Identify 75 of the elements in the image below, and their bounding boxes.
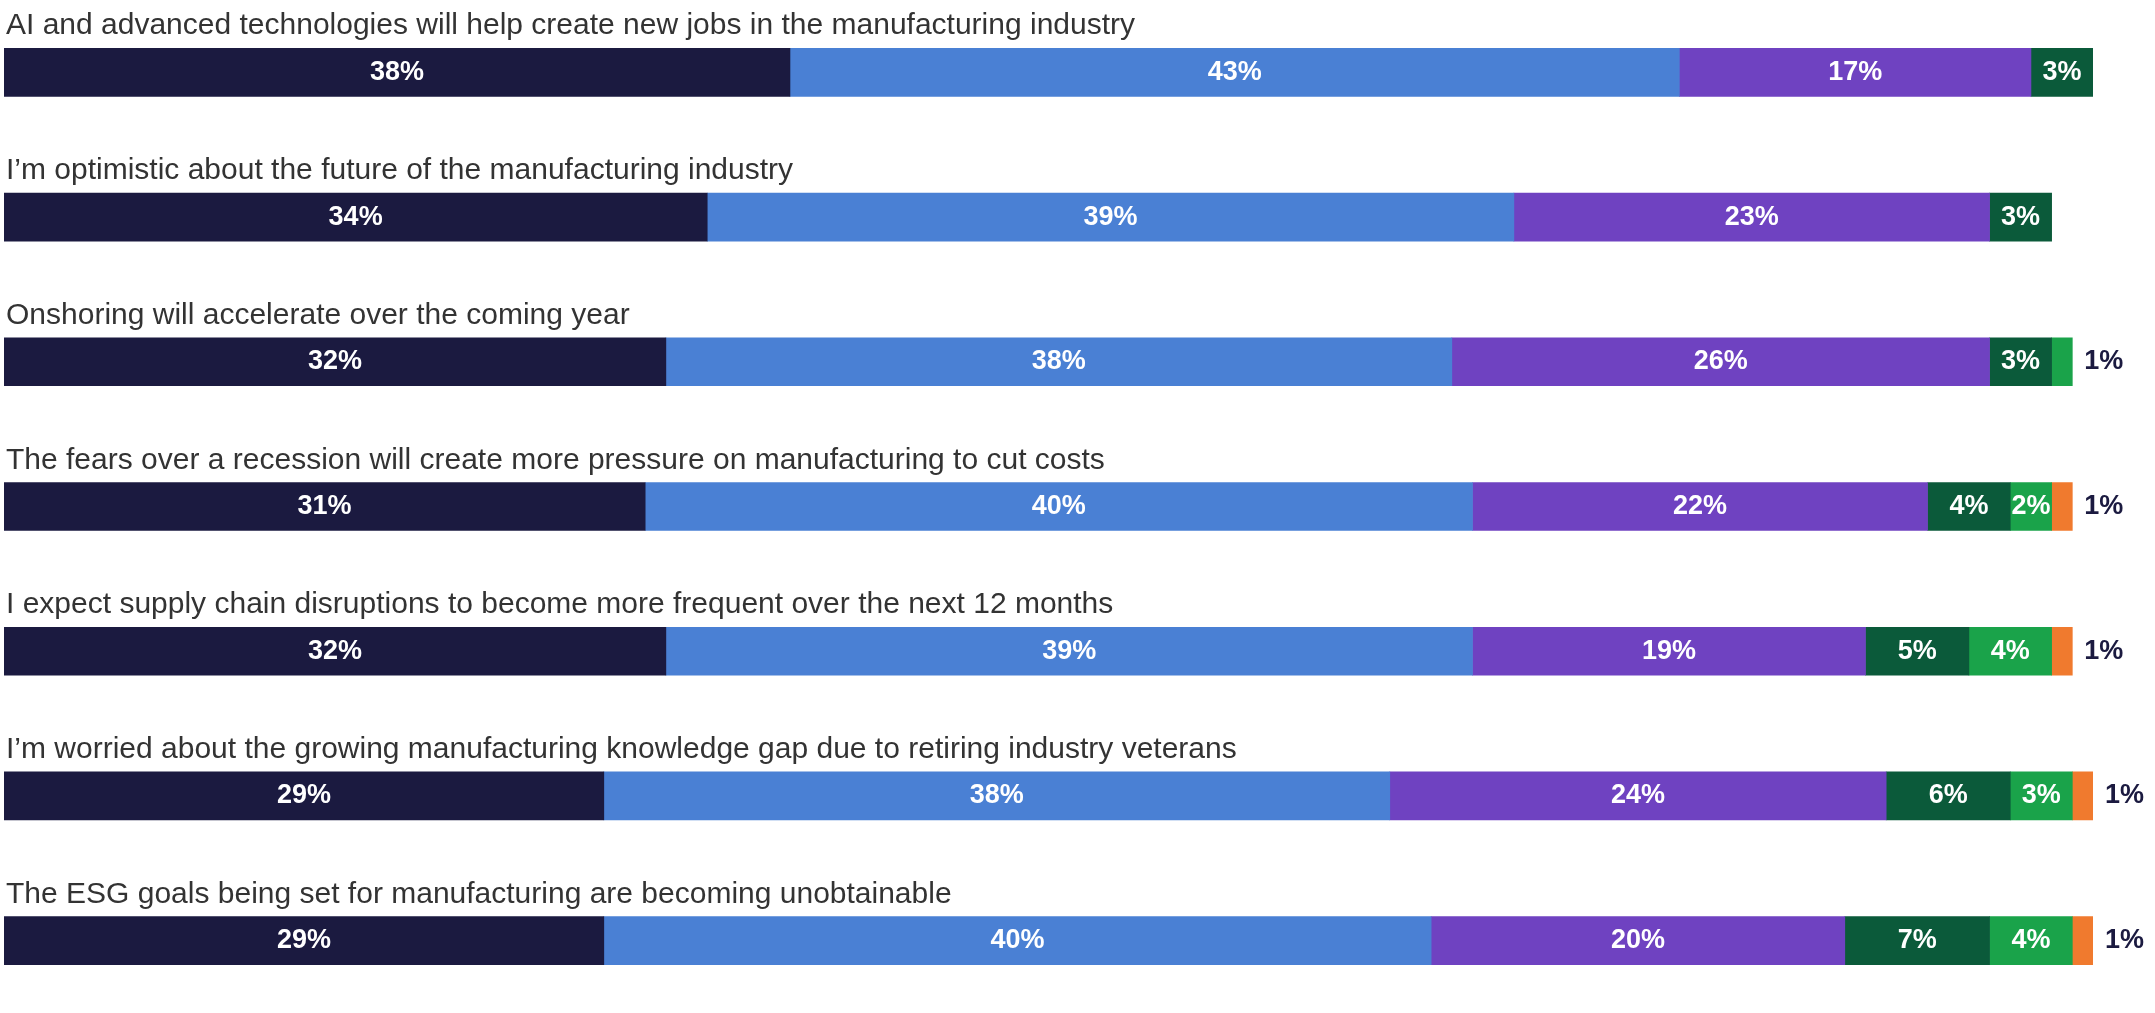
bar <box>1865 626 1970 676</box>
data-label: 2% <box>2011 489 2051 520</box>
data-label: 22% <box>1673 489 1728 520</box>
bar <box>1451 337 1990 387</box>
bar <box>2051 337 2073 387</box>
bar <box>789 48 1680 97</box>
data-label: 39% <box>1042 634 1097 665</box>
bar <box>644 482 1473 531</box>
bar <box>1472 482 1928 531</box>
data-label: 3% <box>2021 779 2061 810</box>
data-label: 43% <box>1207 55 1262 86</box>
bar <box>1989 916 2073 965</box>
data-label: 32% <box>307 345 362 376</box>
bar <box>2071 916 2093 965</box>
data-label: 4% <box>2011 924 2051 955</box>
data-label: 6% <box>1928 779 1968 810</box>
data-label: 17% <box>1828 55 1883 86</box>
data-label: 24% <box>1610 779 1665 810</box>
y-tick-label: I’m worried about the growing manufacturing knowledge gap due to retiring industry veterans <box>6 730 1237 764</box>
data-label: 38% <box>969 779 1024 810</box>
bar <box>4 192 708 242</box>
bar <box>1844 916 1990 965</box>
bar <box>4 626 667 676</box>
bar <box>665 626 1473 676</box>
bar <box>1389 771 1887 821</box>
data-label: 31% <box>297 489 352 520</box>
bar <box>1430 916 1846 965</box>
data-label: 26% <box>1693 345 1748 376</box>
bar <box>1513 192 1990 242</box>
bar <box>4 482 646 531</box>
bar <box>4 337 667 387</box>
bar <box>1927 482 2011 531</box>
bar <box>4 48 791 97</box>
data-label: 32% <box>307 634 362 665</box>
data-label: 7% <box>1897 924 1937 955</box>
bar <box>2051 482 2073 531</box>
bar <box>1679 48 2032 97</box>
data-label: 1% <box>2105 779 2145 810</box>
y-tick-label: I’m optimistic about the future of the manufacturing industry <box>6 152 794 186</box>
bar <box>1885 771 2011 821</box>
bar <box>706 192 1515 242</box>
bar <box>4 771 605 821</box>
data-label: 3% <box>2042 55 2082 86</box>
data-label: 29% <box>276 779 331 810</box>
bar <box>603 771 1391 821</box>
bar <box>4 916 605 965</box>
y-tick-label: AI and advanced technologies will help create new jobs in the manufacturing industry <box>6 7 1136 41</box>
data-label: 1% <box>2105 924 2145 955</box>
data-label: 3% <box>2001 345 2041 376</box>
bar <box>2071 771 2093 821</box>
data-label: 20% <box>1610 924 1665 955</box>
data-label: 29% <box>276 924 331 955</box>
data-label: 19% <box>1641 634 1697 665</box>
y-tick-label: I expect supply chain disruptions to become more frequent over the next 12 months <box>6 586 1114 620</box>
data-label: 4% <box>1990 634 2030 665</box>
y-tick-label: Onshoring will accelerate over the coming year <box>6 296 630 330</box>
data-label: 1% <box>2084 345 2124 376</box>
data-label: 34% <box>328 200 383 231</box>
data-label: 23% <box>1724 200 1779 231</box>
data-label: 40% <box>1031 489 1086 520</box>
data-label: 4% <box>1949 489 1989 520</box>
data-label: 1% <box>2084 489 2124 520</box>
data-label: 3% <box>2001 200 2041 231</box>
data-label: 1% <box>2084 634 2124 665</box>
bar <box>2051 626 2073 676</box>
data-label: 39% <box>1083 200 1138 231</box>
data-label: 40% <box>990 924 1045 955</box>
data-label: 38% <box>369 55 424 86</box>
bar <box>1472 626 1866 676</box>
data-label: 38% <box>1031 345 1086 376</box>
data-label: 5% <box>1897 634 1937 665</box>
bar <box>665 337 1453 387</box>
y-tick-label: The fears over a recession will create more pressure on manufacturing to cut costs <box>6 441 1105 475</box>
bar <box>603 916 1432 965</box>
y-tick-label: The ESG goals being set for manufacturing are becoming unobtainable <box>6 875 952 909</box>
